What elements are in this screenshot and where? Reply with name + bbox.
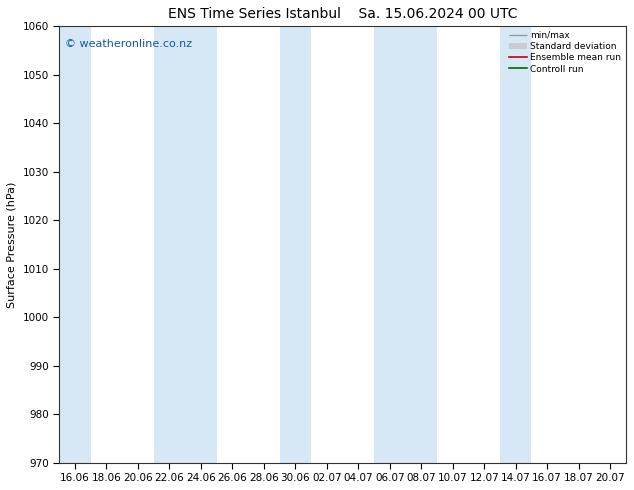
Y-axis label: Surface Pressure (hPa): Surface Pressure (hPa): [7, 181, 17, 308]
Bar: [153, 26, 217, 463]
Text: © weatheronline.co.nz: © weatheronline.co.nz: [65, 39, 192, 49]
Bar: [59, 26, 91, 463]
Legend: min/max, Standard deviation, Ensemble mean run, Controll run: min/max, Standard deviation, Ensemble me…: [507, 29, 623, 75]
Bar: [280, 26, 311, 463]
Bar: [374, 26, 437, 463]
Title: ENS Time Series Istanbul    Sa. 15.06.2024 00 UTC: ENS Time Series Istanbul Sa. 15.06.2024 …: [168, 7, 517, 21]
Bar: [500, 26, 531, 463]
